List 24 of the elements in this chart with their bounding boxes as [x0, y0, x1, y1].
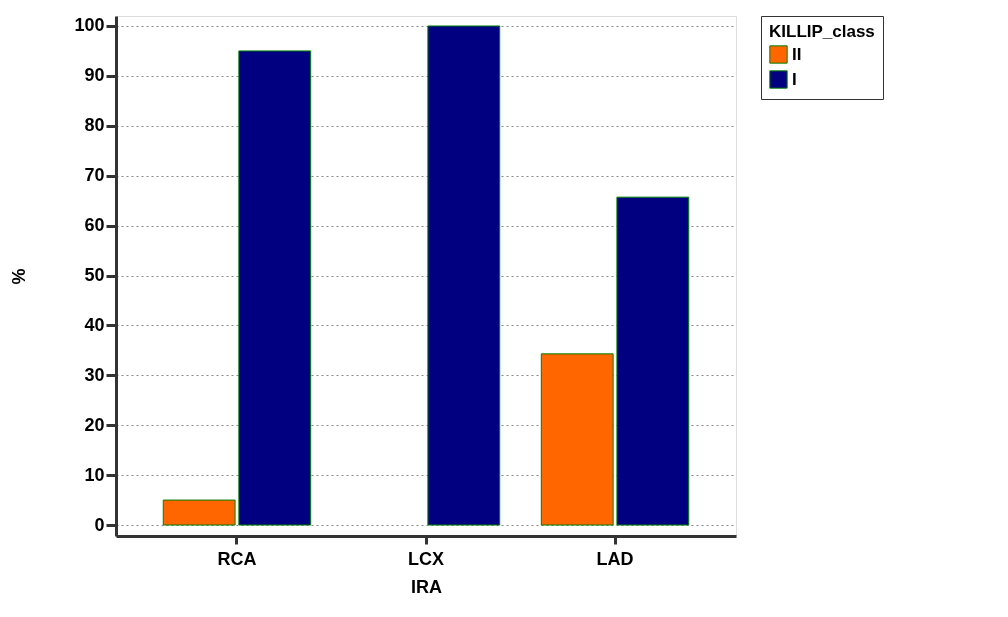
y-tick-label: 50 [84, 265, 105, 285]
y-tick-label: 10 [84, 464, 105, 485]
y-tick-label: 90 [84, 65, 105, 86]
legend-label: I [792, 69, 797, 89]
legend-label: II [792, 44, 802, 64]
y-tick-label: 70 [84, 165, 105, 186]
x-axis-title: IRA [411, 576, 442, 597]
y-tick-label: 30 [84, 364, 105, 385]
y-tick-label: 40 [84, 314, 105, 335]
x-tick-label: LAD [596, 548, 634, 569]
legend-title: KILLIP_class [769, 22, 875, 41]
y-axis-title: % [9, 268, 30, 285]
y-tick-label: 60 [84, 215, 105, 236]
bar [238, 50, 312, 526]
x-tick-label: LCX [408, 548, 444, 569]
bar [162, 499, 236, 526]
y-tick-label: 80 [84, 115, 105, 136]
bar [616, 196, 690, 526]
x-tick-label: RCA [217, 548, 257, 569]
y-tick-label: 20 [84, 414, 105, 435]
bar [540, 353, 614, 526]
y-tick-label: 100 [74, 15, 105, 36]
bar [427, 25, 501, 526]
y-tick-label: 0 [94, 514, 105, 535]
